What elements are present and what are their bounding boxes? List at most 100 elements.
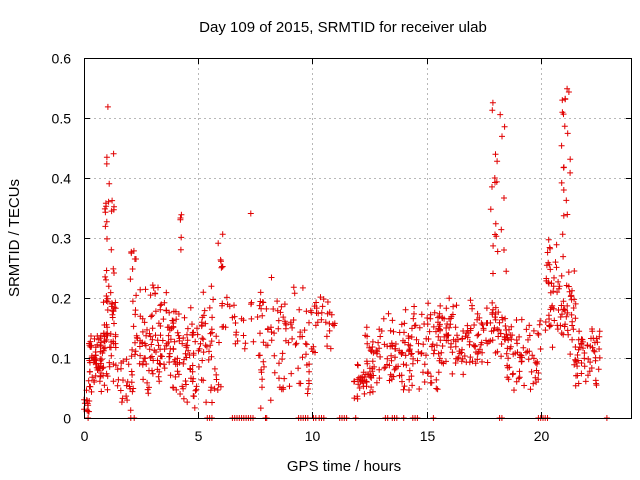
- data-point: [263, 305, 270, 312]
- data-point: [578, 370, 585, 377]
- data-point: [376, 345, 383, 352]
- data-point: [136, 343, 143, 350]
- data-point: [415, 348, 422, 355]
- data-point: [575, 336, 582, 343]
- data-point: [516, 374, 523, 381]
- data-point: [563, 313, 570, 320]
- data-point: [132, 307, 139, 314]
- data-point: [296, 380, 303, 387]
- data-point: [223, 294, 230, 301]
- data-point: [242, 340, 249, 347]
- data-point: [570, 305, 577, 311]
- data-point: [506, 326, 512, 333]
- data-point: [555, 307, 562, 313]
- x-axis-tick-labels: 0 5 10 15 20: [81, 428, 550, 444]
- data-point: [578, 360, 585, 366]
- data-point: [454, 332, 460, 339]
- data-point: [518, 358, 525, 365]
- data-point: [406, 376, 413, 383]
- data-point: [489, 107, 496, 114]
- data-point: [161, 361, 167, 368]
- data-point: [120, 358, 127, 365]
- data-point: [530, 380, 537, 387]
- data-point: [147, 354, 154, 361]
- data-point: [84, 407, 91, 414]
- data-point: [396, 372, 403, 379]
- data-point: [104, 386, 111, 393]
- data-point: [408, 351, 414, 358]
- data-point: [281, 375, 288, 382]
- data-point: [490, 242, 497, 249]
- data-point: [185, 347, 192, 354]
- data-point: [443, 337, 450, 344]
- data-point: [313, 305, 320, 312]
- data-point: [375, 339, 382, 346]
- data-point: [129, 298, 136, 305]
- data-point: [596, 328, 603, 335]
- data-point: [437, 302, 444, 309]
- data-point: [592, 354, 599, 361]
- data-point: [530, 327, 537, 334]
- data-point: [547, 266, 554, 273]
- data-point: [132, 339, 138, 346]
- data-point: [123, 382, 130, 389]
- data-point: [412, 322, 419, 329]
- data-point: [466, 338, 473, 345]
- data-point: [400, 361, 407, 368]
- data-point: [388, 352, 395, 359]
- data-point: [144, 326, 150, 333]
- data-point: [146, 346, 153, 353]
- data-point: [199, 335, 206, 342]
- data-point: [498, 353, 505, 360]
- data-point: [241, 345, 248, 352]
- data-point: [590, 347, 597, 354]
- data-point: [492, 220, 499, 227]
- data-point: [98, 356, 105, 363]
- data-point: [589, 328, 596, 335]
- data-point: [215, 381, 222, 388]
- data-point: [210, 296, 217, 303]
- data-point: [304, 390, 311, 397]
- data-point: [426, 328, 433, 335]
- data-point: [291, 290, 298, 297]
- data-point: [306, 368, 313, 375]
- data-point: [88, 333, 94, 339]
- data-point: [564, 85, 571, 92]
- data-point: [560, 253, 567, 260]
- data-point: [155, 342, 162, 349]
- data-point: [561, 123, 568, 130]
- data-point: [516, 368, 523, 375]
- data-point: [271, 330, 278, 337]
- data-point: [268, 274, 275, 281]
- data-point: [261, 363, 267, 370]
- data-point: [547, 289, 554, 296]
- data-point: [435, 333, 442, 340]
- data-point: [571, 296, 578, 303]
- data-point: [405, 335, 412, 342]
- data-point: [591, 348, 598, 355]
- data-point: [406, 367, 413, 374]
- data-point: [529, 352, 536, 359]
- data-point: [84, 400, 91, 407]
- data-point: [489, 183, 495, 190]
- data-point: [215, 240, 222, 247]
- data-point: [219, 263, 226, 270]
- data-point: [161, 365, 168, 372]
- data-point: [164, 340, 170, 347]
- data-point: [593, 382, 600, 389]
- data-point: [471, 343, 478, 350]
- data-point: [436, 323, 443, 330]
- data-point: [402, 306, 409, 313]
- data-point: [257, 289, 264, 296]
- data-point: [526, 348, 533, 355]
- data-point: [216, 339, 222, 346]
- data-point: [263, 342, 269, 349]
- data-point: [362, 332, 369, 339]
- data-point: [112, 305, 119, 312]
- data-point: [197, 340, 204, 347]
- data-point: [430, 323, 437, 330]
- data-point: [274, 298, 281, 305]
- data-point: [97, 372, 104, 379]
- data-point: [96, 378, 103, 385]
